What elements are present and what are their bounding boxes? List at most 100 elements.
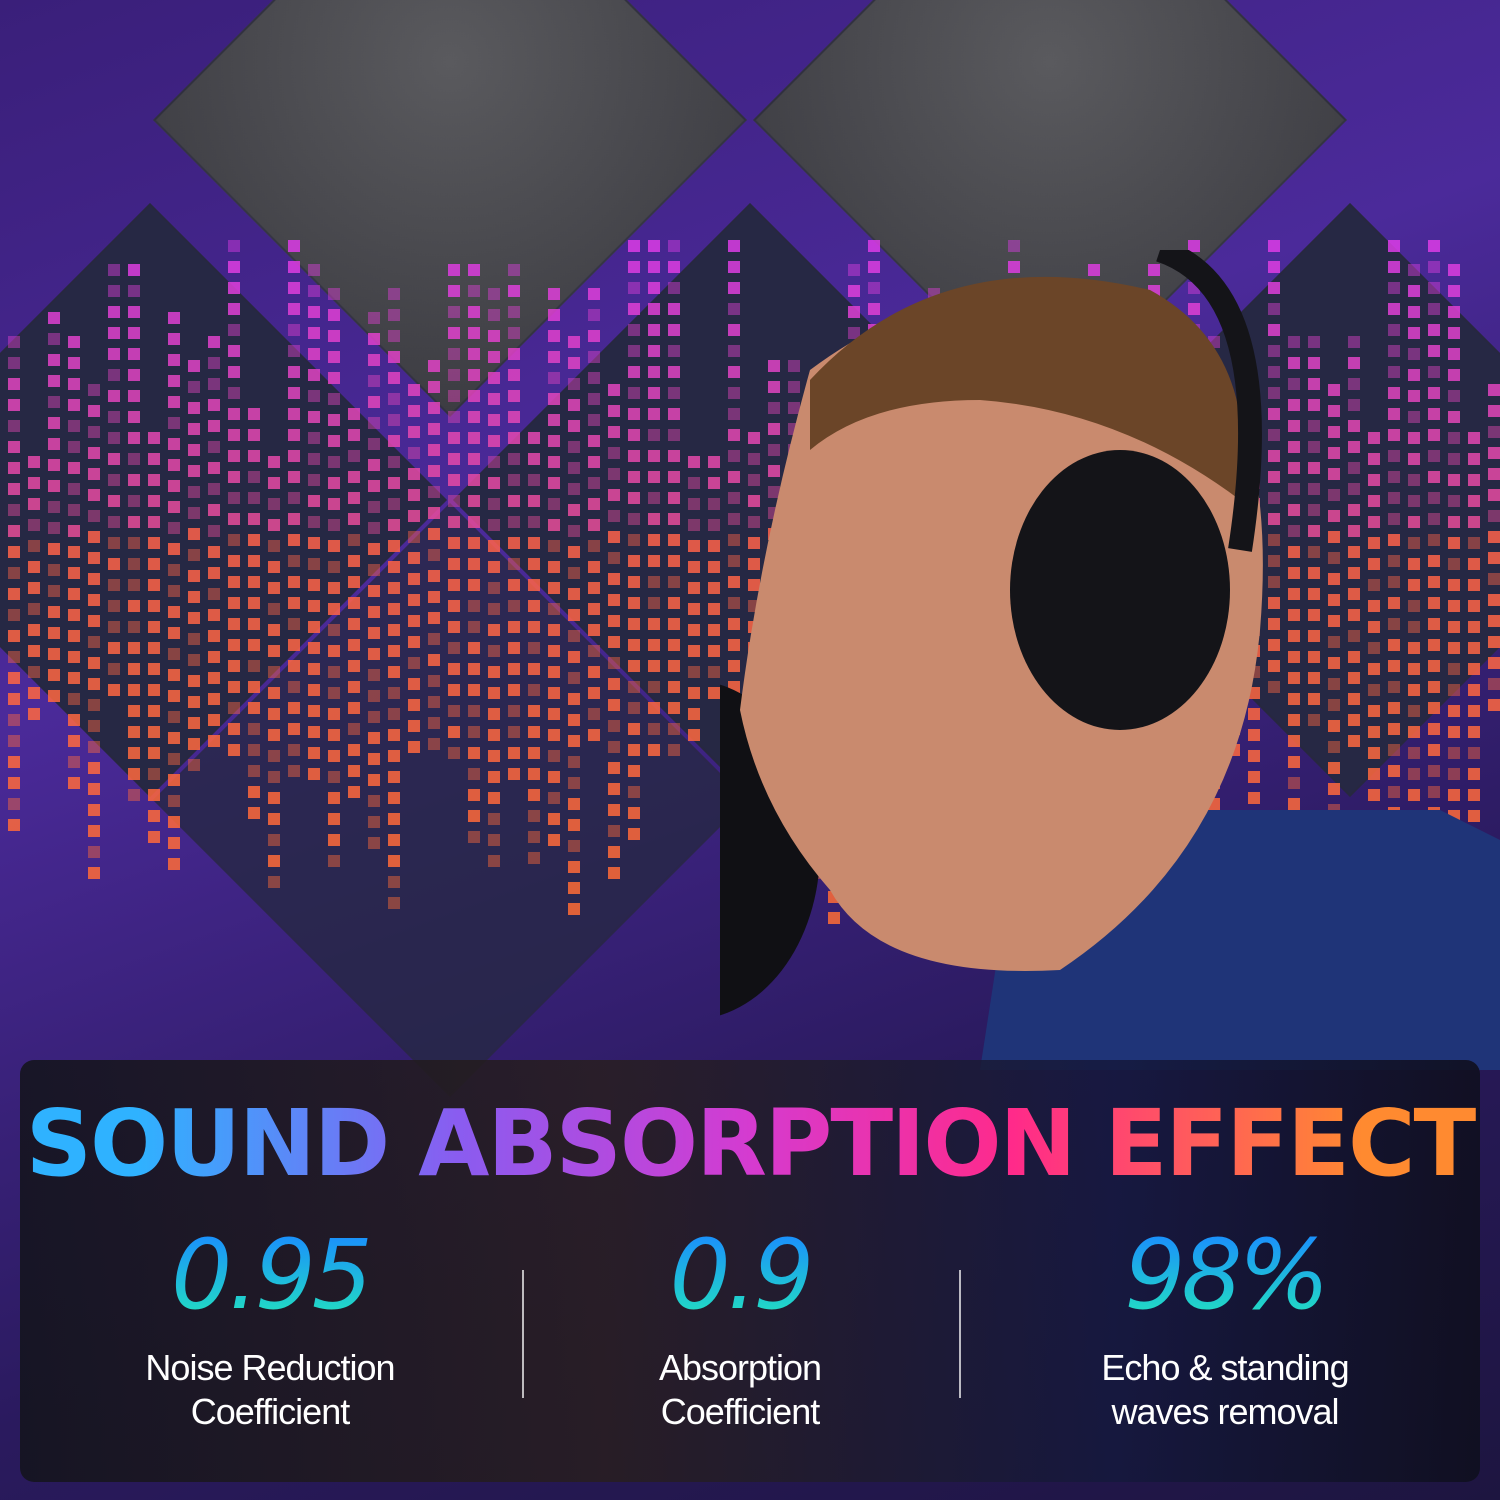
equalizer-cell <box>1428 408 1440 420</box>
equalizer-cell <box>208 483 220 495</box>
equalizer-cell <box>508 642 520 654</box>
equalizer-cell <box>1268 450 1280 462</box>
equalizer-cell <box>1428 744 1440 756</box>
equalizer-cell <box>748 432 760 444</box>
equalizer-cell <box>1468 663 1480 675</box>
equalizer-cell <box>428 360 440 372</box>
equalizer-cell <box>268 750 280 762</box>
equalizer-cell <box>388 813 400 825</box>
equalizer-cell <box>628 597 640 609</box>
equalizer-cell <box>328 582 340 594</box>
equalizer-cell <box>1348 357 1360 369</box>
equalizer-cell <box>1268 471 1280 483</box>
equalizer-cell <box>728 282 740 294</box>
equalizer-cell <box>528 768 540 780</box>
equalizer-cell <box>208 399 220 411</box>
equalizer-cell <box>468 516 480 528</box>
equalizer-cell <box>128 600 140 612</box>
equalizer-cell <box>1388 408 1400 420</box>
equalizer-cell <box>268 498 280 510</box>
equalizer-cell <box>68 735 80 747</box>
equalizer-cell <box>568 756 580 768</box>
equalizer-cell <box>668 345 680 357</box>
equalizer-cell <box>168 711 180 723</box>
equalizer-cell <box>128 537 140 549</box>
equalizer-cell <box>1408 768 1420 780</box>
equalizer-cell <box>408 510 420 522</box>
equalizer-cell <box>868 240 880 252</box>
equalizer-cell <box>1488 405 1500 417</box>
equalizer-cell <box>368 753 380 765</box>
equalizer-cell <box>468 705 480 717</box>
equalizer-cell <box>428 612 440 624</box>
equalizer-cell <box>1488 699 1500 711</box>
equalizer-cell <box>768 360 780 372</box>
equalizer-cell <box>48 417 60 429</box>
equalizer-cell <box>268 603 280 615</box>
equalizer-cell <box>48 522 60 534</box>
equalizer-cell <box>688 729 700 741</box>
equalizer-cell <box>8 357 20 369</box>
equalizer-cell <box>48 438 60 450</box>
equalizer-cell <box>248 618 260 630</box>
equalizer-cell <box>48 333 60 345</box>
equalizer-cell <box>1288 798 1300 810</box>
equalizer-cell <box>388 897 400 909</box>
equalizer-cell <box>1468 516 1480 528</box>
equalizer-cell <box>1288 651 1300 663</box>
equalizer-cell <box>1488 594 1500 606</box>
equalizer-cell <box>368 375 380 387</box>
equalizer-cell <box>1448 432 1460 444</box>
equalizer-cell <box>28 582 40 594</box>
equalizer-cell <box>628 618 640 630</box>
equalizer-cell <box>1348 735 1360 747</box>
equalizer-cell <box>1268 282 1280 294</box>
equalizer-cell <box>1428 429 1440 441</box>
equalizer-cell <box>868 261 880 273</box>
equalizer-cell <box>568 735 580 747</box>
equalizer-cell <box>1308 693 1320 705</box>
equalizer-cell <box>168 690 180 702</box>
equalizer-cell <box>1328 699 1340 711</box>
equalizer-cell <box>588 372 600 384</box>
equalizer-cell <box>468 411 480 423</box>
equalizer-cell <box>1368 495 1380 507</box>
equalizer-cell <box>368 669 380 681</box>
equalizer-cell <box>668 261 680 273</box>
equalizer-cell <box>1428 366 1440 378</box>
equalizer-cell <box>1388 366 1400 378</box>
equalizer-cell <box>468 747 480 759</box>
equalizer-cell <box>748 495 760 507</box>
equalizer-cell <box>628 828 640 840</box>
equalizer-cell <box>328 519 340 531</box>
equalizer-cell <box>148 684 160 696</box>
equalizer-cell <box>128 768 140 780</box>
equalizer-cell <box>328 330 340 342</box>
equalizer-cell <box>568 546 580 558</box>
equalizer-cell <box>1308 462 1320 474</box>
equalizer-cell <box>1388 702 1400 714</box>
equalizer-cell <box>148 642 160 654</box>
equalizer-cell <box>1388 555 1400 567</box>
equalizer-cell <box>1388 513 1400 525</box>
equalizer-cell <box>528 831 540 843</box>
equalizer-cell <box>148 810 160 822</box>
equalizer-cell <box>288 261 300 273</box>
equalizer-cell <box>88 594 100 606</box>
equalizer-cell <box>1468 747 1480 759</box>
equalizer-cell <box>568 672 580 684</box>
equalizer-cell <box>308 579 320 591</box>
equalizer-cell <box>388 288 400 300</box>
equalizer-cell <box>148 579 160 591</box>
equalizer-cell <box>1308 399 1320 411</box>
equalizer-cell <box>1448 579 1460 591</box>
equalizer-cell <box>408 552 420 564</box>
equalizer-cell <box>1348 378 1360 390</box>
equalizer-cell <box>1288 399 1300 411</box>
equalizer-cell <box>328 771 340 783</box>
equalizer-cell <box>308 411 320 423</box>
equalizer-cell <box>448 306 460 318</box>
equalizer-cell <box>148 747 160 759</box>
equalizer-cell <box>28 540 40 552</box>
equalizer-cell <box>588 351 600 363</box>
